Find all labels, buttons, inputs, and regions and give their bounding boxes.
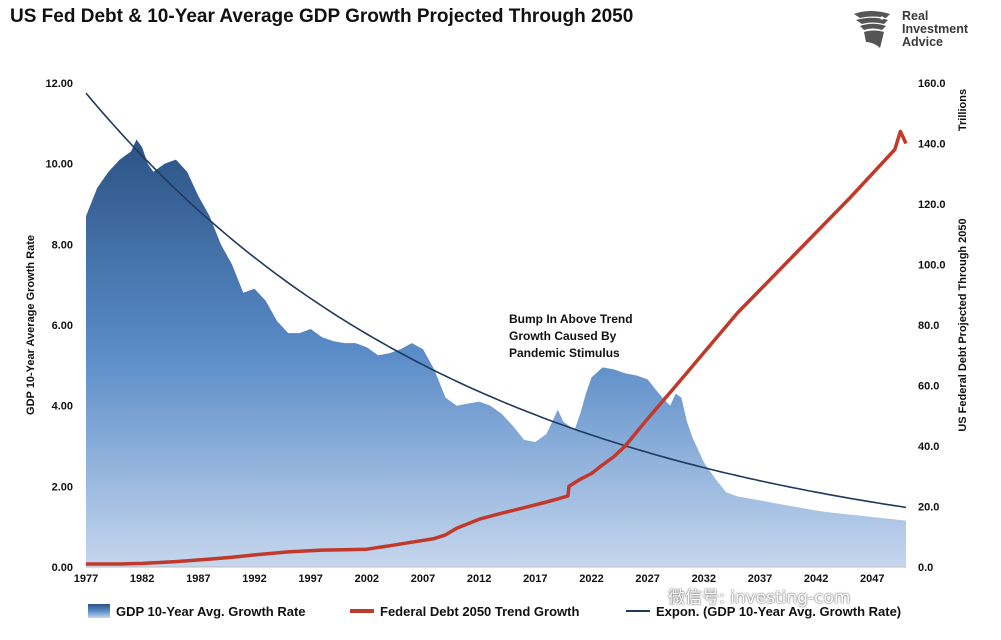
x-tick-label: 2042 <box>804 573 828 585</box>
legend-label-trend: Expon. (GDP 10-Year Avg. Growth Rate) <box>656 604 901 619</box>
y-left-tick-label: 10.00 <box>45 159 73 171</box>
y-left-tick-label: 0.00 <box>52 562 73 574</box>
watermark: 微信号: investing-com <box>668 588 851 608</box>
legend-label-debt: Federal Debt 2050 Trend Growth <box>380 604 579 619</box>
x-tick-label: 2047 <box>860 573 884 585</box>
x-tick-label: 1992 <box>242 573 266 585</box>
annotation-line-3: Pandemic Stimulus <box>509 346 620 360</box>
y-right-tick-label: 40.0 <box>918 441 939 453</box>
logo: Real Investment Advice <box>850 8 990 50</box>
y-left-tick-label: 4.00 <box>52 401 73 413</box>
annotation-line-2: Growth Caused By <box>509 329 617 343</box>
legend-swatch-gdp <box>88 604 110 618</box>
x-tick-label: 2022 <box>579 573 603 585</box>
y-left-tick-label: 2.00 <box>52 481 73 493</box>
y-right-tick-label: 100.0 <box>918 260 946 272</box>
y-axis-right-unit: Trillions <box>957 89 969 131</box>
x-tick-label: 2012 <box>467 573 491 585</box>
chart-title: US Fed Debt & 10-Year Average GDP Growth… <box>10 6 634 27</box>
x-tick-label: 2017 <box>523 573 547 585</box>
series-gdp-area <box>86 139 906 567</box>
y-right-tick-label: 80.0 <box>918 320 939 332</box>
legend: GDP 10-Year Avg. Growth Rate Federal Deb… <box>88 604 901 619</box>
y-right-tick-label: 140.0 <box>918 139 946 151</box>
x-tick-label: 2037 <box>748 573 772 585</box>
legend-label-gdp: GDP 10-Year Avg. Growth Rate <box>116 604 306 619</box>
eagle-icon <box>854 11 890 48</box>
y-right-tick-label: 20.0 <box>918 502 939 514</box>
x-tick-label: 1987 <box>186 573 210 585</box>
x-tick-label: 2002 <box>355 573 379 585</box>
y-left-tick-label: 8.00 <box>52 239 73 251</box>
y-axis-right-label: US Federal Debt Projected Through 2050 <box>957 218 969 431</box>
y-left-tick-label: 12.00 <box>45 78 73 90</box>
logo-line-3: Advice <box>902 35 943 49</box>
x-tick-label: 2032 <box>692 573 716 585</box>
y-right-tick-label: 120.0 <box>918 199 946 211</box>
x-tick-label: 2027 <box>635 573 659 585</box>
x-tick-label: 1977 <box>74 573 98 585</box>
series-expon-trendline <box>85 92 907 509</box>
annotation: Bump In Above Trend Growth Caused By Pan… <box>509 312 633 360</box>
x-tick-label: 1982 <box>130 573 154 585</box>
annotation-line-1: Bump In Above Trend <box>509 312 633 326</box>
logo-line-2: Investment <box>902 22 968 36</box>
y-left-tick-label: 6.00 <box>52 320 73 332</box>
y-right-tick-label: 160.0 <box>918 78 946 90</box>
y-right-tick-label: 0.0 <box>918 562 933 574</box>
x-tick-label: 1997 <box>298 573 322 585</box>
series-debt-line <box>86 129 908 566</box>
logo-text: Real Investment Advice <box>902 10 968 49</box>
logo-line-1: Real <box>902 9 929 23</box>
y-axis-left-label: GDP 10-Year Average Growth Rate <box>25 235 37 415</box>
y-right-tick-label: 60.0 <box>918 381 939 393</box>
x-tick-label: 2007 <box>411 573 435 585</box>
